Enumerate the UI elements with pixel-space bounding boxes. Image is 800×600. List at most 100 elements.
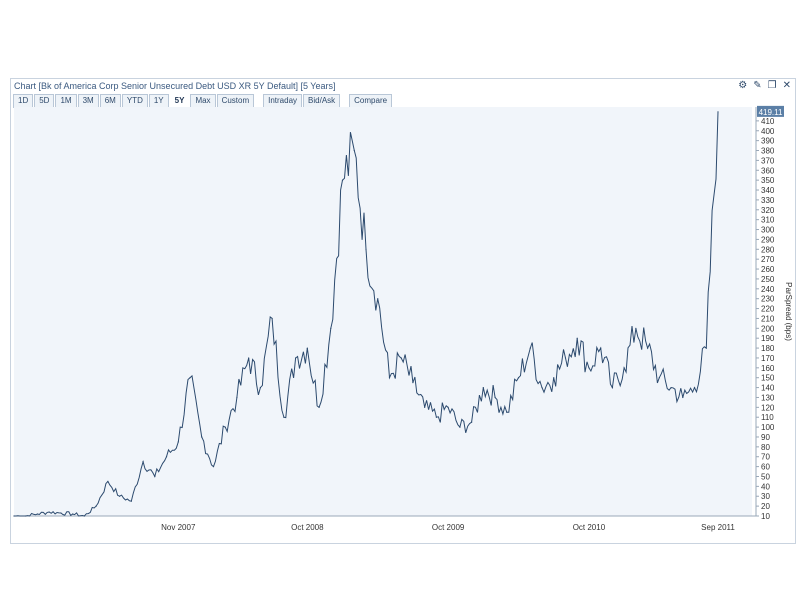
- data-point: [377, 298, 379, 300]
- data-point: [670, 386, 672, 389]
- data-point: [541, 386, 543, 389]
- data-point: [165, 456, 168, 458]
- data-point: [248, 357, 250, 359]
- y-tick-label: 350: [761, 176, 775, 185]
- y-tick-label: 260: [761, 265, 775, 274]
- data-point: [83, 515, 85, 517]
- data-point: [365, 248, 367, 250]
- close-icon[interactable]: ✕: [782, 80, 791, 91]
- pencil-icon[interactable]: ✎: [753, 80, 762, 91]
- y-tick-label: 180: [761, 344, 775, 353]
- y-tick-label: 390: [761, 137, 775, 146]
- data-point: [635, 327, 637, 329]
- data-point: [576, 337, 578, 339]
- y-tick-label: 280: [761, 245, 775, 254]
- y-tick-label: 50: [761, 472, 770, 481]
- data-point: [330, 327, 332, 329]
- y-tick-label: 230: [761, 295, 775, 304]
- data-point: [154, 475, 156, 478]
- data-point: [341, 179, 344, 181]
- data-point: [318, 406, 320, 408]
- data-point: [177, 441, 179, 443]
- y-tick-label: 200: [761, 324, 775, 333]
- data-point: [705, 347, 707, 349]
- y-tick-label: 400: [761, 127, 775, 136]
- data-point: [506, 411, 508, 413]
- data-point: [471, 421, 473, 423]
- gear-icon[interactable]: ⚙: [738, 80, 748, 91]
- y-tick-label: 10: [761, 512, 770, 521]
- range-toolbar: 1D 5D 1M 3M 6M YTD 1Y 5Y Max Custom Intraday Bid/As…: [13, 94, 393, 108]
- range-button-1m[interactable]: 1M: [55, 94, 77, 108]
- y-tick-label: 240: [761, 285, 775, 294]
- range-button-max[interactable]: Max: [190, 94, 216, 108]
- data-point: [95, 505, 97, 507]
- plot-area: [14, 107, 752, 516]
- popout-icon[interactable]: ❐: [767, 80, 777, 91]
- data-point: [142, 461, 144, 463]
- data-point: [107, 480, 109, 483]
- data-point: [435, 416, 437, 418]
- y-tick-label: 100: [761, 423, 775, 432]
- range-button-5y[interactable]: 5Y: [169, 94, 190, 108]
- data-point: [25, 515, 27, 517]
- y-tick-label: 320: [761, 206, 775, 215]
- data-point: [283, 416, 285, 418]
- data-point: [623, 367, 625, 369]
- window-controls: ⚙ ✎ ❐ ✕: [738, 80, 791, 92]
- data-point: [353, 149, 355, 152]
- data-point: [201, 436, 203, 438]
- data-point: [189, 377, 191, 379]
- data-point: [553, 377, 555, 379]
- y-tick-label: 120: [761, 403, 775, 412]
- data-point: [424, 406, 426, 408]
- y-tick-label: 130: [761, 393, 775, 402]
- data-point: [412, 382, 414, 384]
- last-value-badge: [757, 105, 784, 117]
- y-tick-label: 20: [761, 502, 770, 511]
- y-tick-label: 40: [761, 482, 770, 491]
- last-value-label: 419.11: [759, 108, 783, 117]
- x-tick-label: Sep 2011: [701, 523, 735, 532]
- range-button-3m[interactable]: 3M: [77, 94, 99, 108]
- y-tick-label: 250: [761, 275, 775, 284]
- data-point: [564, 357, 567, 359]
- data-point: [212, 466, 215, 468]
- x-tick-label: Oct 2010: [573, 523, 606, 532]
- y-tick-label: 220: [761, 305, 775, 314]
- y-tick-label: 330: [761, 196, 775, 205]
- data-point: [271, 317, 273, 320]
- data-point: [693, 386, 696, 389]
- data-point: [482, 386, 484, 389]
- data-point: [459, 426, 461, 428]
- y-tick-label: 410: [761, 117, 775, 126]
- y-tick-label: 360: [761, 166, 775, 175]
- data-point: [717, 111, 719, 113]
- y-tick-label: 290: [761, 235, 775, 244]
- data-point: [13, 515, 15, 517]
- y-tick-label: 70: [761, 453, 770, 462]
- y-tick-label: 210: [761, 314, 775, 323]
- data-point: [72, 513, 74, 515]
- y-tick-label: 300: [761, 226, 775, 235]
- data-point: [306, 347, 308, 349]
- y-tick-label: 270: [761, 255, 775, 264]
- y-tick-label: 340: [761, 186, 775, 195]
- y-tick-label: 150: [761, 374, 775, 383]
- data-point: [647, 347, 649, 349]
- y-tick-label: 140: [761, 384, 775, 393]
- y-tick-label: 170: [761, 354, 775, 363]
- data-point: [36, 513, 39, 515]
- data-point: [48, 511, 50, 513]
- x-tick-label: Oct 2009: [432, 523, 465, 532]
- data-point: [494, 396, 496, 399]
- y-tick-label: 90: [761, 433, 770, 442]
- y-tick-label: 80: [761, 443, 770, 452]
- data-point: [259, 386, 261, 389]
- data-point: [224, 426, 226, 428]
- x-tick-label: Nov 2007: [161, 523, 196, 532]
- y-tick-label: 110: [761, 413, 774, 422]
- chart-title: Chart [Bk of America Corp Senior Unsecur…: [14, 81, 336, 91]
- data-point: [600, 347, 602, 349]
